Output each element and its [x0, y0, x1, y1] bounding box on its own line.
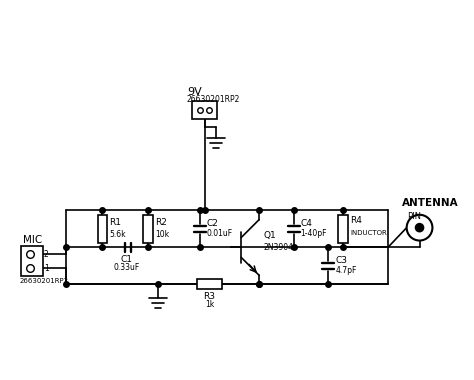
Text: 0.01uF: 0.01uF — [207, 229, 233, 238]
Text: 4.7pF: 4.7pF — [335, 266, 357, 275]
Text: C4: C4 — [301, 219, 312, 228]
Text: ANTENNA: ANTENNA — [401, 198, 458, 208]
Bar — [191, 101, 218, 119]
Text: 9V: 9V — [187, 87, 202, 97]
Text: 2: 2 — [44, 250, 49, 259]
Text: 10k: 10k — [155, 230, 169, 239]
Text: MIC: MIC — [23, 234, 43, 245]
Text: C3: C3 — [335, 256, 347, 265]
Text: 0.33uF: 0.33uF — [113, 263, 139, 272]
Circle shape — [407, 215, 432, 241]
Text: 1-40pF: 1-40pF — [301, 229, 327, 238]
Text: 1k: 1k — [205, 300, 214, 309]
Text: INDUCTOR: INDUCTOR — [350, 230, 387, 236]
Text: R4: R4 — [350, 216, 362, 225]
Circle shape — [416, 224, 423, 232]
Bar — [197, 279, 222, 289]
Text: PIN: PIN — [408, 212, 421, 221]
Bar — [21, 247, 43, 276]
Text: R3: R3 — [203, 292, 216, 301]
Text: C2: C2 — [207, 219, 219, 228]
Text: C1: C1 — [120, 255, 132, 264]
Text: 26630201RP2: 26630201RP2 — [187, 95, 240, 104]
Bar — [338, 215, 348, 242]
Text: 26630201RP2: 26630201RP2 — [19, 278, 68, 284]
Text: Q1: Q1 — [264, 231, 277, 240]
Text: R2: R2 — [155, 218, 167, 227]
Bar — [143, 215, 153, 242]
Text: 2N3904: 2N3904 — [264, 243, 294, 252]
Text: 5.6k: 5.6k — [109, 230, 126, 239]
Bar — [98, 215, 108, 242]
Text: 1: 1 — [44, 264, 49, 273]
Text: R1: R1 — [109, 218, 121, 227]
